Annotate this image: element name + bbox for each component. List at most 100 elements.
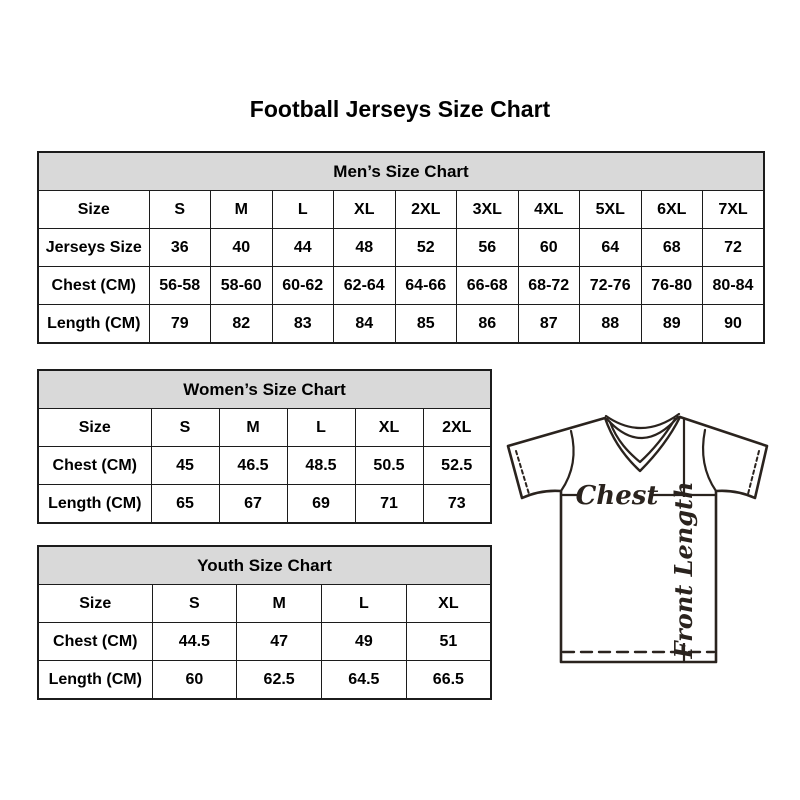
womens-table-title: Women’s Size Chart: [37, 369, 492, 409]
size-value-cell: 51: [405, 622, 492, 661]
size-value-cell: 5XL: [579, 190, 642, 229]
size-value-cell: 49: [321, 622, 407, 661]
size-value-cell: 62.5: [236, 660, 322, 700]
chest-label: Chest: [576, 481, 659, 511]
page-title: Football Jerseys Size Chart: [249, 96, 551, 122]
size-value-cell: 90: [702, 304, 765, 344]
table-row: Jerseys Size 36 40 44 48 52 56 60 64 68 72: [37, 228, 765, 267]
size-value-cell: 64-66: [394, 266, 457, 305]
size-value-cell: 84: [333, 304, 396, 344]
row-label-cell: Length (CM): [37, 484, 152, 524]
size-value-cell: 60-62: [271, 266, 334, 305]
size-value-cell: 2XL: [394, 190, 457, 229]
size-value-cell: 52.5: [422, 446, 492, 485]
table-title-row: Women’s Size Chart: [37, 369, 492, 409]
size-value-cell: 68: [640, 228, 703, 267]
size-value-cell: 60: [517, 228, 580, 267]
size-value-cell: 45: [150, 446, 220, 485]
size-value-cell: M: [218, 408, 288, 447]
size-value-cell: 44.5: [151, 622, 238, 661]
size-value-cell: 56: [456, 228, 519, 267]
row-label-cell: Length (CM): [37, 304, 150, 344]
size-value-cell: XL: [405, 584, 492, 623]
size-value-cell: M: [210, 190, 273, 229]
womens-table-head: Women’s Size Chart: [37, 369, 492, 409]
jersey-collar-outer-v-icon: [603, 415, 682, 473]
row-label-cell: Size: [37, 408, 152, 447]
size-value-cell: L: [321, 584, 407, 623]
size-value-cell: L: [271, 190, 334, 229]
size-value-cell: 89: [640, 304, 703, 344]
size-value-cell: 2XL: [422, 408, 492, 447]
size-value-cell: 68-72: [517, 266, 580, 305]
size-value-cell: 48: [333, 228, 396, 267]
size-value-cell: L: [286, 408, 356, 447]
mens-size-table: Men’s Size Chart Size S M L XL 2XL 3XL 4XL 5XL 6X…: [37, 151, 765, 344]
row-label-cell: Size: [37, 584, 153, 623]
size-value-cell: 52: [394, 228, 457, 267]
size-value-cell: 66-68: [456, 266, 519, 305]
table-title-row: Youth Size Chart: [37, 545, 492, 585]
size-value-cell: 3XL: [456, 190, 519, 229]
jersey-collar-arc1-icon: [604, 412, 681, 430]
size-value-cell: 65: [150, 484, 220, 524]
size-value-cell: 79: [148, 304, 211, 344]
size-value-cell: M: [236, 584, 322, 623]
row-label-cell: Chest (CM): [37, 446, 152, 485]
womens-size-table: Women’s Size Chart Size S M L XL 2XL Chest (CM…: [37, 369, 492, 524]
size-value-cell: XL: [354, 408, 424, 447]
mens-table-body: Size S M L XL 2XL 3XL 4XL 5XL 6XL 7XL Jerseys Size 3…: [37, 190, 765, 344]
jersey-left-cuff-stitch-icon: [515, 450, 530, 495]
row-label-cell: Jerseys Size: [37, 228, 150, 267]
size-value-cell: 82: [210, 304, 273, 344]
table-row: Chest (CM) 56-58 58-60 60-62 62-64 64-66 66-68…: [37, 266, 765, 305]
size-value-cell: 40: [210, 228, 273, 267]
youth-size-table: Youth Size Chart Size S M L XL Chest (CM) 44.5…: [37, 545, 492, 700]
size-value-cell: 64: [579, 228, 642, 267]
womens-table-body: Size S M L XL 2XL Chest (CM) 45 46.5 48.5 50.5 52.5…: [37, 408, 492, 524]
size-value-cell: 76-80: [640, 266, 703, 305]
table-row: Length (CM) 65 67 69 71 73: [37, 484, 492, 524]
jersey-right-seam-icon: [702, 428, 718, 493]
size-value-cell: 72: [702, 228, 765, 267]
size-value-cell: 86: [456, 304, 519, 344]
table-row: Length (CM) 60 62.5 64.5 66.5: [37, 660, 492, 700]
size-value-cell: 87: [517, 304, 580, 344]
size-value-cell: 6XL: [640, 190, 703, 229]
jersey-outline-icon: [506, 415, 769, 664]
front-length-label: Front Length: [669, 481, 698, 659]
mens-table-head: Men’s Size Chart: [37, 151, 765, 191]
size-value-cell: S: [151, 584, 238, 623]
size-value-cell: 58-60: [210, 266, 273, 305]
chest-label-backplate: [581, 481, 653, 507]
size-value-cell: S: [148, 190, 211, 229]
size-value-cell: 73: [422, 484, 492, 524]
size-value-cell: XL: [333, 190, 396, 229]
jersey-left-seam-icon: [559, 429, 575, 493]
front-length-label-backplate: [671, 497, 698, 643]
size-value-cell: 71: [354, 484, 424, 524]
table-row: Length (CM) 79 82 83 84 85 86 87 88 89 90: [37, 304, 765, 344]
size-value-cell: 62-64: [333, 266, 396, 305]
size-value-cell: 67: [218, 484, 288, 524]
size-value-cell: 80-84: [702, 266, 765, 305]
size-value-cell: 46.5: [218, 446, 288, 485]
youth-table-title: Youth Size Chart: [37, 545, 492, 585]
jersey-measurement-diagram: Chest Front Length: [506, 412, 769, 664]
youth-table-head: Youth Size Chart: [37, 545, 492, 585]
table-row: Chest (CM) 45 46.5 48.5 50.5 52.5: [37, 446, 492, 485]
row-label-cell: Chest (CM): [37, 266, 150, 305]
size-value-cell: 83: [271, 304, 334, 344]
size-value-cell: 85: [394, 304, 457, 344]
size-value-cell: 50.5: [354, 446, 424, 485]
size-value-cell: 88: [579, 304, 642, 344]
size-value-cell: S: [150, 408, 220, 447]
size-value-cell: 4XL: [517, 190, 580, 229]
row-label-cell: Length (CM): [37, 660, 153, 700]
size-value-cell: 66.5: [405, 660, 492, 700]
table-row: Size S M L XL 2XL 3XL 4XL 5XL 6XL 7XL: [37, 190, 765, 229]
size-value-cell: 48.5: [286, 446, 356, 485]
size-value-cell: 60: [151, 660, 238, 700]
jersey-right-cuff-stitch-icon: [747, 450, 760, 495]
table-title-row: Men’s Size Chart: [37, 151, 765, 191]
